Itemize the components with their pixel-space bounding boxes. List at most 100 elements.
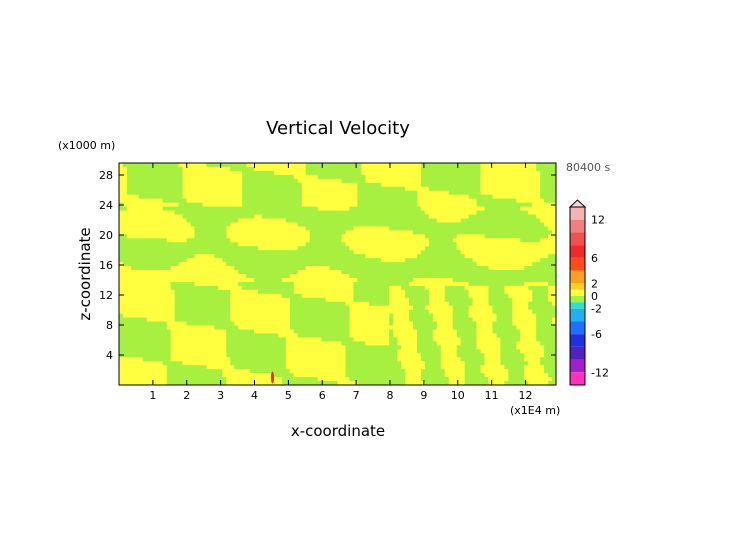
field-cell (448, 325, 454, 330)
field-cell (186, 166, 191, 172)
field-cell (373, 242, 378, 247)
field-cell (393, 194, 398, 200)
field-cell (134, 270, 140, 275)
field-cell (285, 337, 291, 342)
field-cell (548, 309, 553, 315)
field-cell (532, 266, 537, 271)
field-cell (226, 301, 231, 307)
field-cell (552, 325, 557, 330)
field-cell (134, 281, 140, 287)
field-cell (265, 305, 271, 311)
field-cell (516, 266, 521, 271)
field-cell (285, 230, 291, 235)
field-cell (170, 178, 176, 184)
field-cell (305, 297, 311, 303)
field-cell (317, 218, 323, 223)
field-cell (186, 317, 191, 322)
field-cell (516, 234, 521, 239)
field-cell (405, 186, 410, 192)
field-cell (170, 166, 176, 172)
field-cell (194, 270, 199, 275)
field-cell (333, 170, 338, 176)
field-cell (548, 238, 553, 243)
field-cell (130, 333, 136, 338)
field-cell (432, 226, 438, 231)
field-cell (134, 210, 140, 215)
field-cell (190, 281, 195, 287)
field-cell (472, 317, 477, 322)
field-cell (424, 266, 430, 271)
field-cell (297, 182, 303, 188)
field-cell (488, 214, 493, 219)
field-cell (186, 305, 191, 311)
field-cell (325, 305, 330, 311)
field-cell (325, 198, 330, 204)
field-cell (357, 210, 362, 215)
field-cell (504, 274, 509, 279)
field-cell (313, 178, 319, 184)
field-cell (532, 190, 537, 196)
field-cell (222, 317, 227, 322)
field-cell (194, 242, 199, 247)
field-cell (393, 250, 398, 255)
field-cell (440, 190, 446, 196)
field-cell (269, 163, 275, 168)
field-cell (349, 293, 354, 299)
field-cell (520, 270, 525, 275)
field-cell (146, 190, 152, 196)
field-cell (468, 254, 473, 259)
field-cell (464, 206, 469, 211)
field-cell (424, 293, 430, 299)
field-cell (480, 222, 485, 227)
field-cell (361, 285, 366, 291)
field-cell (150, 277, 156, 283)
field-cell (186, 202, 191, 207)
field-cell (186, 293, 191, 299)
field-cell (460, 234, 466, 239)
field-cell (524, 222, 529, 227)
field-cell (504, 329, 509, 334)
field-cell (464, 285, 469, 291)
field-cell (182, 321, 187, 326)
field-cell (119, 230, 124, 235)
field-cell (150, 214, 156, 219)
field-cell (357, 214, 362, 219)
field-cell (420, 166, 426, 172)
field-cell (281, 277, 287, 283)
field-cell (178, 254, 183, 259)
field-cell (389, 242, 394, 247)
field-cell (500, 242, 505, 247)
field-cell (353, 317, 358, 322)
field-cell (313, 313, 319, 318)
field-cell (210, 309, 215, 315)
field-cell (488, 325, 493, 330)
field-cell (246, 163, 251, 168)
field-cell (397, 222, 402, 227)
field-cell (480, 178, 485, 184)
field-cell (130, 337, 136, 342)
field-cell (432, 174, 438, 180)
field-cell (262, 285, 267, 291)
field-cell (536, 246, 541, 251)
field-cell (325, 234, 330, 239)
field-cell (130, 246, 136, 251)
field-cell (194, 238, 199, 243)
field-cell (353, 218, 358, 223)
field-cell (496, 186, 501, 192)
field-cell (409, 270, 414, 275)
field-cell (448, 170, 454, 176)
field-cell (373, 297, 378, 303)
field-cell (444, 262, 450, 267)
field-cell (321, 281, 326, 287)
field-cell (138, 281, 144, 287)
field-cell (409, 325, 414, 330)
field-cell (158, 254, 164, 259)
field-cell (357, 178, 362, 184)
field-cell (313, 250, 319, 255)
field-cell (385, 337, 390, 342)
field-cell (389, 285, 394, 291)
field-cell (166, 198, 172, 204)
field-cell (361, 178, 366, 184)
field-cell (500, 182, 505, 188)
field-cell (242, 214, 247, 219)
